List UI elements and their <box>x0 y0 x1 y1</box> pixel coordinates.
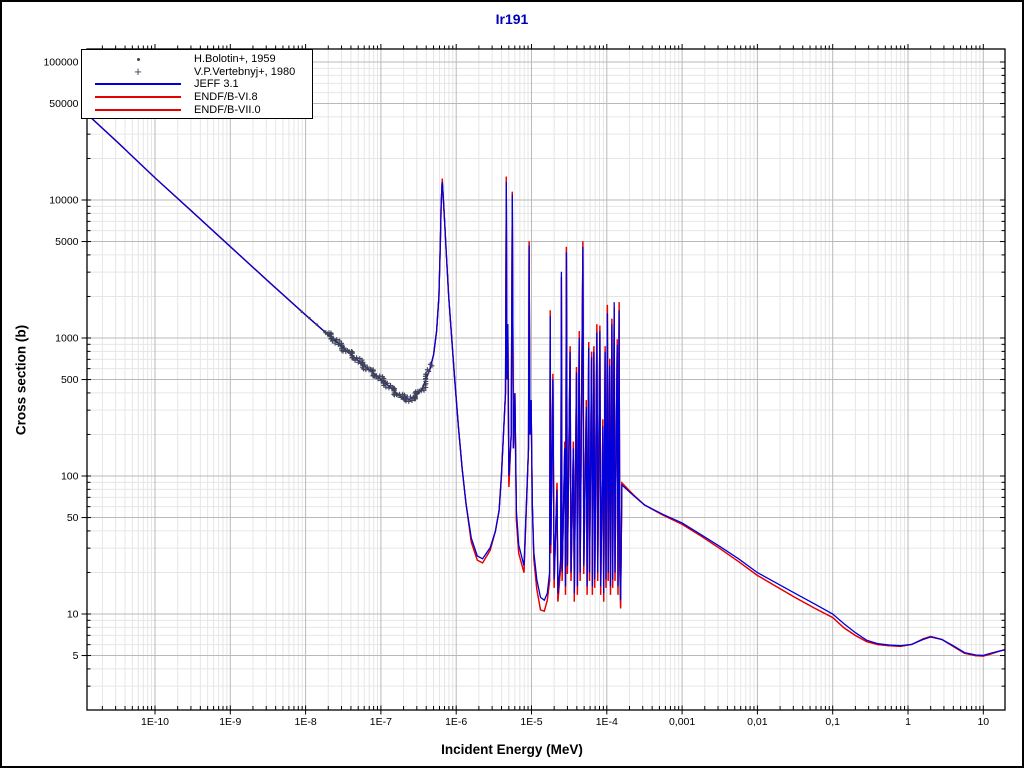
y-tick-label: 100000 <box>43 57 78 69</box>
dot-marker-icon <box>82 57 194 61</box>
legend-line-swatch <box>82 108 194 111</box>
x-axis-title: Incident Energy (MeV) <box>441 742 583 757</box>
x-tick-label: 1E-7 <box>370 716 392 728</box>
y-tick-label: 500 <box>61 374 79 386</box>
axis-ticks <box>81 44 1005 715</box>
y-tick-label: 1000 <box>55 333 79 345</box>
legend-entry: + V.P.Vertebnyj+, 1980 <box>82 63 312 79</box>
plus-marker-icon: + <box>134 63 142 79</box>
legend: H.Bolotin+, 1959 + V.P.Vertebnyj+, 1980 JEF… <box>81 49 313 119</box>
legend-entry: JEFF 3.1 <box>82 78 312 91</box>
x-tick-label: 1E-9 <box>219 716 241 728</box>
grid-major <box>87 49 1005 710</box>
y-tick-label: 50 <box>67 512 79 524</box>
y-tick-label: 10 <box>67 609 79 621</box>
legend-line-swatch <box>82 83 194 86</box>
x-tick-label: 1E-4 <box>596 716 618 728</box>
curve-jeff-3-1 <box>87 113 1005 657</box>
x-tick-label: 0,01 <box>747 716 768 728</box>
legend-label: ENDF/B-VII.0 <box>194 103 261 116</box>
legend-label: ENDF/B-VI.8 <box>194 91 258 104</box>
y-tick-label: 10000 <box>49 195 78 207</box>
x-tick-label: 0,1 <box>825 716 840 728</box>
y-tick-label: 50000 <box>49 98 78 110</box>
x-tick-label: 10 <box>977 716 989 728</box>
legend-entry: H.Bolotin+, 1959 <box>82 53 312 66</box>
x-tick-label: 1E-6 <box>445 716 467 728</box>
page-title: Ir191 <box>495 11 529 27</box>
scatter-vertebnyj-1980 <box>323 330 435 404</box>
y-tick-label: 5000 <box>55 236 79 248</box>
y-tick-label: 5 <box>73 650 79 662</box>
legend-label: V.P.Vertebnyj+, 1980 <box>194 65 296 78</box>
x-tick-label: 1E-8 <box>295 716 317 728</box>
legend-label: H.Bolotin+, 1959 <box>194 53 276 66</box>
x-tick-label: 0,001 <box>669 716 695 728</box>
legend-entry: ENDF/B-VI.8 <box>82 91 312 104</box>
y-tick-label: 100 <box>61 471 79 483</box>
legend-label: JEFF 3.1 <box>194 78 239 91</box>
x-tick-label: 1 <box>905 716 911 728</box>
x-tick-label: 1E-10 <box>141 716 169 728</box>
curves <box>87 113 1005 657</box>
curve-endf-b-vi8 <box>87 113 1005 657</box>
tick-labels: 1E-10 1E-9 1E-8 1E-7 1E-6 1E-5 1E-4 0,001 0,01 0,… <box>43 57 989 729</box>
x-tick-label: 1E-5 <box>520 716 542 728</box>
legend-entry: ENDF/B-VII.0 <box>82 103 312 116</box>
legend-line-swatch <box>82 96 194 99</box>
curve-endf-b-vii0 <box>87 113 1005 657</box>
